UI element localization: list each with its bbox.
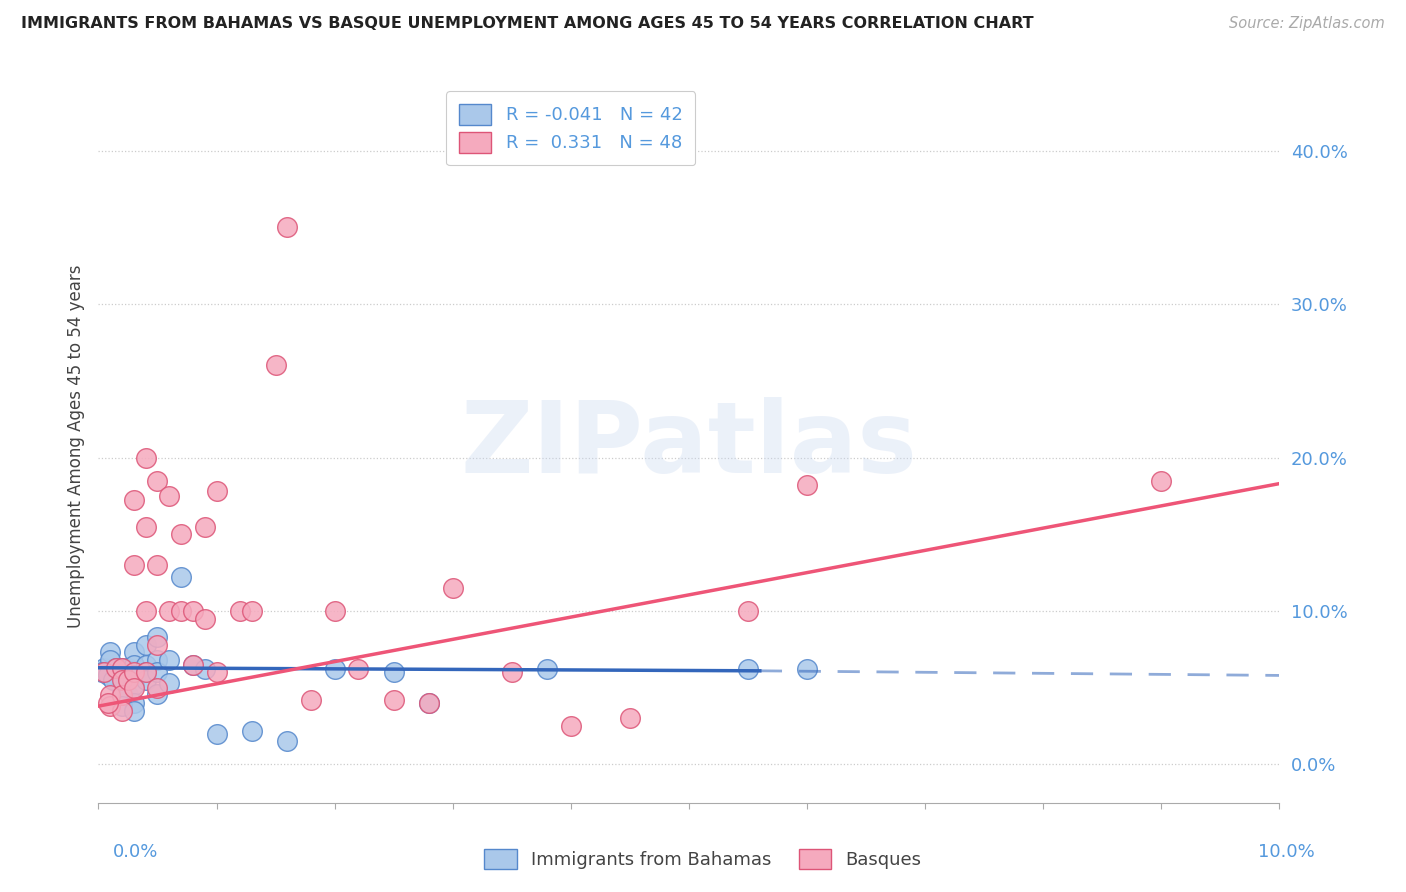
Point (122, 645, 145, 659)
Point (98, 645, 121, 659)
Point (157, 676, 180, 690)
Point (205, 665, 228, 680)
Point (181, 657, 204, 672)
Point (240, 604, 263, 618)
Point (1150, 474, 1173, 488)
Legend: Immigrants from Bahamas, Basques: Immigrants from Bahamas, Basques (475, 839, 931, 879)
Point (122, 681, 145, 695)
Point (111, 689, 134, 703)
Point (98, 653, 121, 667)
Point (560, 719, 582, 733)
Point (111, 673, 134, 687)
Point (146, 665, 169, 680)
Point (418, 696, 440, 710)
Point (135, 638, 157, 652)
Point (122, 668, 145, 682)
Point (117, 673, 139, 687)
Point (170, 570, 193, 584)
Point (91, 665, 114, 680)
Text: 0.0%: 0.0% (112, 843, 157, 861)
Point (382, 693, 405, 707)
Point (93, 661, 115, 675)
Point (157, 604, 180, 618)
Point (194, 662, 217, 676)
Point (347, 662, 370, 676)
Point (111, 661, 134, 675)
Point (619, 711, 641, 725)
Point (205, 727, 228, 741)
Point (146, 558, 169, 572)
Point (536, 662, 558, 676)
Point (105, 661, 128, 675)
Point (105, 661, 128, 675)
Point (737, 604, 759, 618)
Point (181, 657, 204, 672)
Point (135, 657, 157, 672)
Point (796, 478, 818, 492)
Point (146, 687, 169, 701)
Text: IMMIGRANTS FROM BAHAMAS VS BASQUE UNEMPLOYMENT AMONG AGES 45 TO 54 YEARS CORRELA: IMMIGRANTS FROM BAHAMAS VS BASQUE UNEMPL… (21, 16, 1033, 31)
Point (146, 653, 169, 667)
Point (146, 638, 169, 652)
Point (122, 696, 145, 710)
Y-axis label: Unemployment Among Ages 45 to 54 years: Unemployment Among Ages 45 to 54 years (66, 264, 84, 628)
Point (194, 612, 217, 626)
Point (122, 704, 145, 718)
Point (170, 527, 193, 541)
Point (97, 668, 120, 682)
Point (93, 665, 115, 680)
Point (796, 662, 818, 676)
Point (111, 704, 134, 718)
Text: 10.0%: 10.0% (1258, 843, 1315, 861)
Point (122, 493, 145, 508)
Point (194, 519, 217, 533)
Point (111, 699, 134, 714)
Point (276, 734, 298, 748)
Point (157, 653, 180, 667)
Point (117, 689, 139, 703)
Point (264, 359, 287, 373)
Point (117, 661, 139, 675)
Point (111, 683, 134, 698)
Point (501, 665, 523, 680)
Point (135, 450, 157, 465)
Point (146, 474, 169, 488)
Point (299, 693, 322, 707)
Point (122, 678, 145, 692)
Point (276, 220, 298, 235)
Point (382, 665, 405, 680)
Point (111, 673, 134, 687)
Legend: R = -0.041   N = 42, R =  0.331   N = 48: R = -0.041 N = 42, R = 0.331 N = 48 (446, 91, 696, 165)
Point (181, 604, 204, 618)
Point (98, 689, 121, 703)
Point (205, 484, 228, 499)
Point (135, 665, 157, 680)
Point (146, 630, 169, 644)
Point (323, 662, 346, 676)
Point (135, 519, 157, 533)
Point (122, 657, 145, 672)
Point (135, 604, 157, 618)
Point (105, 673, 128, 687)
Point (97, 696, 120, 710)
Point (122, 558, 145, 572)
Point (135, 665, 157, 680)
Point (240, 723, 263, 738)
Point (146, 681, 169, 695)
Point (122, 665, 145, 680)
Point (323, 604, 346, 618)
Point (98, 699, 121, 714)
Text: ZIPatlas: ZIPatlas (461, 398, 917, 494)
Point (101, 673, 124, 687)
Point (441, 581, 464, 595)
Point (418, 696, 440, 710)
Point (229, 604, 252, 618)
Point (157, 489, 180, 503)
Point (170, 604, 193, 618)
Point (737, 662, 759, 676)
Point (111, 661, 134, 675)
Point (135, 673, 157, 687)
Text: Source: ZipAtlas.com: Source: ZipAtlas.com (1229, 16, 1385, 31)
